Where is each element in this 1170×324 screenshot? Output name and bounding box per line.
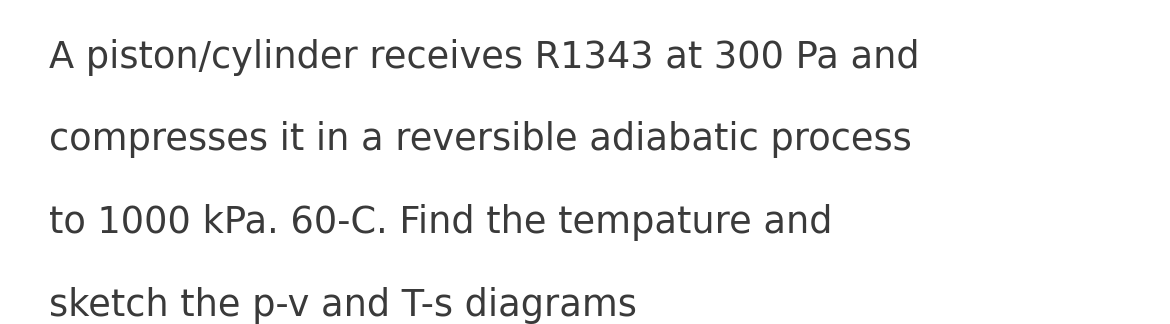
Text: A piston/cylinder receives R1343 at 300 Pa and: A piston/cylinder receives R1343 at 300 … (49, 39, 920, 76)
Text: to 1000 kPa. 60-C. Find the tempature and: to 1000 kPa. 60-C. Find the tempature an… (49, 204, 833, 241)
Text: sketch the p-v and T-s diagrams: sketch the p-v and T-s diagrams (49, 287, 636, 324)
Text: compresses it in a reversible adiabatic process: compresses it in a reversible adiabatic … (49, 122, 911, 158)
